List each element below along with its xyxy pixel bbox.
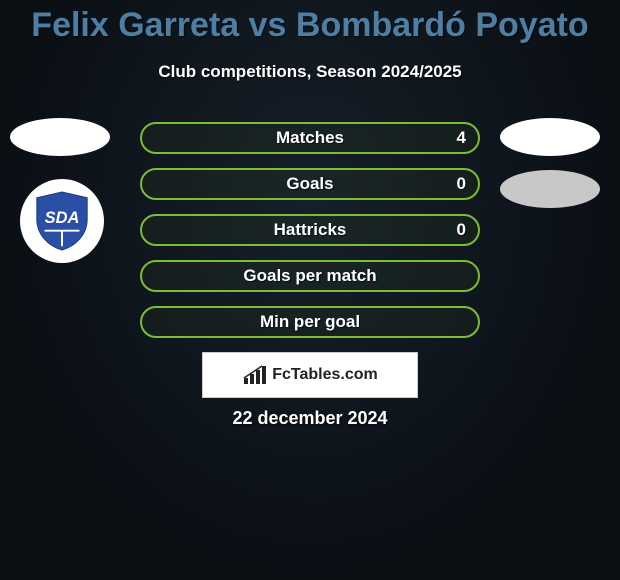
stat-row: Matches4 (140, 122, 480, 154)
comparison-subtitle: Club competitions, Season 2024/2025 (0, 62, 620, 82)
stat-label: Hattricks (142, 220, 478, 240)
brand-text: FcTables.com (272, 366, 378, 384)
stat-label: Min per goal (142, 312, 478, 332)
comparison-title: Felix Garreta vs Bombardó Poyato (0, 6, 620, 45)
bars-icon (242, 364, 268, 386)
team-left-logo: SDA (20, 179, 104, 263)
stat-label: Goals (142, 174, 478, 194)
stat-row: Goals0 (140, 168, 480, 200)
team-right-placeholder (500, 170, 600, 208)
stat-row: Goals per match (140, 260, 480, 292)
stat-label: Matches (142, 128, 478, 148)
snapshot-date: 22 december 2024 (0, 408, 620, 429)
svg-text:SDA: SDA (45, 209, 80, 227)
stat-value: 0 (457, 220, 466, 240)
stat-value: 4 (457, 128, 466, 148)
stat-row: Hattricks0 (140, 214, 480, 246)
stat-row: Min per goal (140, 306, 480, 338)
player-left-placeholder (10, 118, 110, 156)
stat-value: 0 (457, 174, 466, 194)
player-right-placeholder (500, 118, 600, 156)
stat-label: Goals per match (142, 266, 478, 286)
shield-icon: SDA (31, 190, 93, 252)
brand-box: FcTables.com (202, 352, 418, 398)
